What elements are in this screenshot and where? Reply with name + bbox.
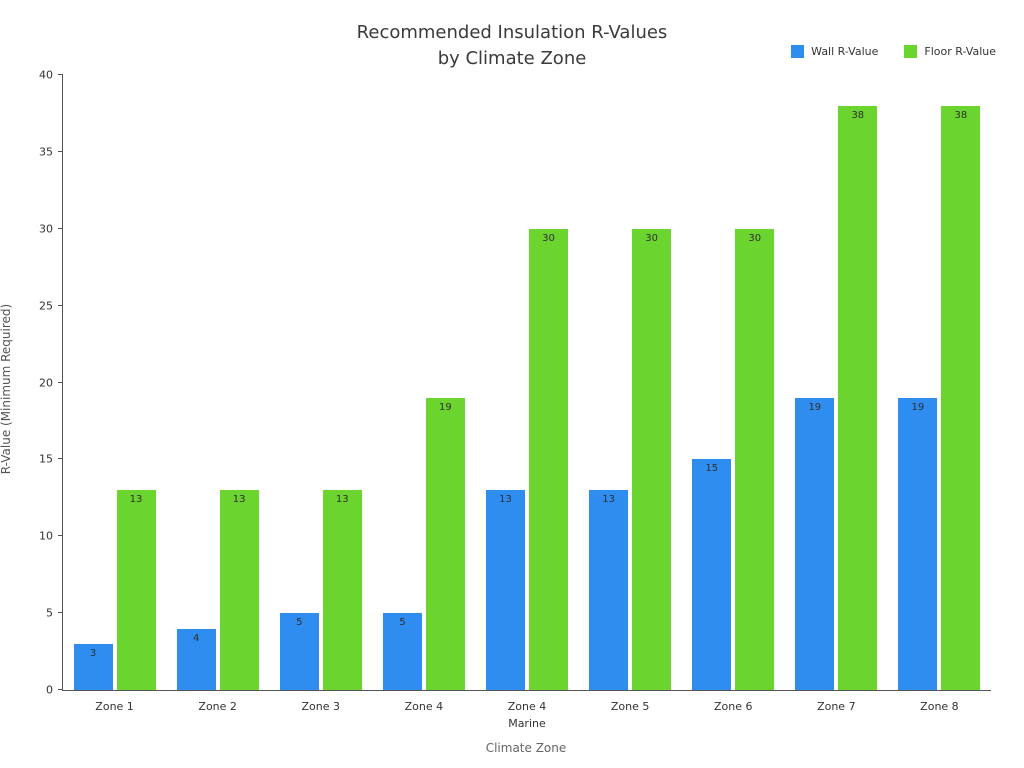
x-tick-label: Zone 8 bbox=[920, 700, 959, 713]
bar-value-label: 15 bbox=[705, 463, 719, 475]
bar-group: 15 30 Zone 6 bbox=[682, 75, 785, 713]
y-tick-mark bbox=[58, 74, 63, 75]
bar-wall-r-value: 4 bbox=[176, 628, 216, 690]
y-tick-label: 30 bbox=[39, 222, 53, 236]
bar-value-label: 13 bbox=[335, 494, 349, 506]
x-tick-label: Zone 6 bbox=[713, 700, 753, 713]
bar-group: 5 19 Zone 4 bbox=[372, 75, 475, 713]
bar-value-label: 30 bbox=[542, 232, 555, 244]
bar-value-label: 4 bbox=[192, 632, 200, 644]
bar-wall-r-value: 19 bbox=[795, 397, 835, 690]
bar-value-label: 19 bbox=[439, 401, 452, 413]
bar-group: 19 38 Zone 8 bbox=[888, 75, 991, 713]
y-tick-label: 15 bbox=[39, 452, 53, 466]
y-tick-mark bbox=[58, 535, 63, 537]
wall-series-swatch-icon bbox=[791, 45, 805, 58]
bar-value-label: 13 bbox=[129, 494, 143, 506]
y-tick-mark bbox=[58, 304, 63, 306]
bar-value-label: 13 bbox=[602, 494, 615, 506]
bar-value-label: 5 bbox=[399, 617, 406, 629]
legend-item-wall: Wall R-Value bbox=[791, 45, 878, 58]
y-tick-mark bbox=[58, 150, 63, 152]
bar-floor-r-value: 13 bbox=[322, 490, 362, 690]
bar-value-label: 30 bbox=[645, 232, 658, 244]
x-tick-label: Zone 1 bbox=[95, 700, 134, 713]
y-tick-label: 20 bbox=[39, 376, 53, 389]
bar-group: 4 13 Zone 2 bbox=[166, 75, 269, 713]
x-axis-title: Climate Zone bbox=[485, 741, 567, 755]
y-tick-mark bbox=[58, 381, 63, 383]
legend-label-floor: Floor R-Value bbox=[924, 45, 996, 58]
y-tick-label: 5 bbox=[46, 606, 53, 620]
x-tick-label: Zone 2 bbox=[198, 700, 237, 713]
chart-title: Recommended Insulation R-Values by Clima… bbox=[0, 20, 1024, 72]
bar-wall-r-value: 3 bbox=[73, 643, 113, 690]
bar-value-label: 38 bbox=[851, 109, 865, 121]
bar-value-label: 19 bbox=[808, 401, 822, 413]
bar-value-label: 19 bbox=[911, 401, 925, 413]
x-tick-label: Zone 3 bbox=[301, 700, 341, 713]
bar-value-label: 38 bbox=[954, 109, 968, 121]
x-tick-label: Zone 7 bbox=[817, 700, 856, 713]
y-tick-mark bbox=[58, 458, 63, 460]
y-tick-label: 35 bbox=[39, 145, 53, 159]
legend: Wall R-Value Floor R-Value bbox=[791, 45, 996, 58]
chart-title-line1: Recommended Insulation R-Values bbox=[356, 22, 668, 43]
bar-floor-r-value: 38 bbox=[838, 105, 878, 690]
y-tick-mark bbox=[58, 612, 63, 614]
bar-wall-r-value: 13 bbox=[589, 490, 629, 690]
y-tick-mark bbox=[58, 689, 63, 690]
y-tick-label: 10 bbox=[39, 529, 53, 543]
chart-title-line2: by Climate Zone bbox=[437, 48, 587, 70]
bar-groups: 3 13 Zone 1 4 13 Zone 2 5 13 Zone 3 5 19 Zone 4 13 30… bbox=[63, 75, 991, 730]
x-tick-label: Zone 4 bbox=[404, 700, 444, 713]
plot-area: 3 13 Zone 1 4 13 Zone 2 5 13 Zone 3 5 19 Zone 4 13 30… bbox=[39, 69, 991, 730]
bar-group: 3 13 Zone 1 bbox=[63, 75, 166, 713]
bar-value-label: 3 bbox=[89, 647, 97, 659]
bar-floor-r-value: 13 bbox=[116, 490, 156, 690]
bar-value-label: 30 bbox=[748, 232, 762, 244]
bar-floor-r-value: 38 bbox=[941, 105, 981, 690]
bar-floor-r-value: 13 bbox=[219, 490, 259, 690]
bar-value-label: 13 bbox=[232, 494, 246, 506]
bar-floor-r-value: 30 bbox=[735, 228, 775, 690]
bar-wall-r-value: 19 bbox=[898, 397, 938, 690]
bar-wall-r-value: 13 bbox=[485, 490, 525, 690]
bar-group: 19 38 Zone 7 bbox=[785, 75, 888, 713]
bar-floor-r-value: 19 bbox=[425, 397, 465, 690]
bar-value-label: 5 bbox=[296, 617, 303, 629]
bar-wall-r-value: 5 bbox=[279, 613, 319, 690]
floor-series-swatch-icon bbox=[904, 45, 918, 58]
bar-wall-r-value: 5 bbox=[382, 613, 422, 690]
y-tick-mark bbox=[58, 227, 63, 229]
x-tick-label: Zone 4 Marine bbox=[507, 700, 547, 730]
legend-label-wall: Wall R-Value bbox=[811, 45, 879, 58]
y-axis-title: R-Value (Minimum Required) bbox=[0, 219, 13, 474]
bar-group: 13 30 Zone 5 bbox=[579, 75, 682, 713]
bar-value-label: 13 bbox=[499, 494, 512, 506]
bar-floor-r-value: 30 bbox=[528, 228, 568, 690]
y-tick-label: 0 bbox=[46, 683, 53, 697]
bar-wall-r-value: 15 bbox=[692, 459, 732, 690]
y-axis-title-text: R-Value (Minimum Required) bbox=[0, 303, 13, 475]
y-tick-label: 25 bbox=[39, 299, 53, 313]
legend-item-floor: Floor R-Value bbox=[904, 45, 996, 58]
y-tick-label: 40 bbox=[39, 68, 53, 82]
bar-floor-r-value: 30 bbox=[632, 228, 672, 690]
bar-group: 5 13 Zone 3 bbox=[269, 75, 372, 713]
x-tick-label: Zone 5 bbox=[610, 700, 650, 713]
bar-group: 13 30 Zone 4 Marine bbox=[475, 75, 578, 730]
